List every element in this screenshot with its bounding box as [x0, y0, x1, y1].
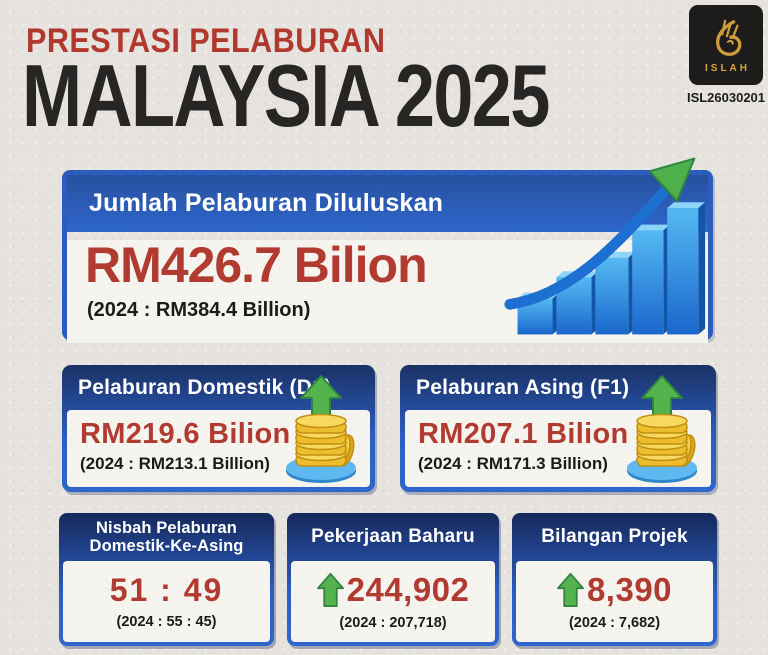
bar-chart-growth-icon — [504, 157, 706, 335]
islah-logo: ISLAH — [689, 5, 763, 85]
green-up-arrow-icon — [316, 572, 344, 607]
page-title: MALAYSIA 2025 — [22, 46, 550, 145]
total-investment-card-header: Jumlah Pelaburan Diluluskan — [67, 175, 708, 232]
domestic-investment-card: Pelaburan Domestik (D1) RM219.6 Bilion (… — [62, 365, 375, 492]
total-investment-value: RM426.7 Bilion — [85, 237, 428, 293]
foreign-investment-value: RM207.1 Bilion — [418, 418, 629, 450]
ratio-card: Nisbah Pelaburan Domestik-Ke-Asing 51 : … — [59, 513, 274, 646]
domestic-investment-previous: (2024 : RM213.1 Billion) — [80, 454, 270, 474]
coin-stack-icon — [627, 375, 697, 483]
total-investment-card-body: RM426.7 Bilion (2024 : RM384.4 Billion) — [67, 157, 708, 343]
project-count-card-header: Bilangan Projek — [512, 513, 717, 561]
foreign-investment-card: Pelaburan Asing (F1) RM207.1 Bilion (202… — [400, 365, 716, 492]
ratio-value: 51 : 49 — [109, 571, 224, 608]
new-jobs-card: Pekerjaan Baharu 244,902 (2024 : 207,718… — [287, 513, 499, 646]
foreign-investment-previous: (2024 : RM171.3 Billion) — [418, 454, 608, 474]
project-count-card-body: 8,390 (2024 : 7,682) — [516, 561, 713, 642]
ratio-card-header-line1: Nisbah Pelaburan — [96, 518, 237, 537]
new-jobs-card-body: 244,902 (2024 : 207,718) — [291, 561, 495, 642]
foreign-investment-card-header: Pelaburan Asing (F1) — [416, 375, 630, 399]
new-jobs-value: 244,902 — [346, 571, 470, 608]
islah-calligraphy-icon — [716, 19, 742, 56]
logo-code: ISL26030201 — [686, 90, 766, 105]
logo-label: ISLAH — [705, 62, 750, 74]
new-jobs-card-header: Pekerjaan Baharu — [287, 513, 499, 561]
page-kicker: PRESTASI PELABURAN — [26, 22, 386, 60]
total-investment-previous: (2024 : RM384.4 Billion) — [87, 299, 311, 321]
new-jobs-card-title: Pekerjaan Baharu — [311, 526, 475, 548]
project-count-previous: (2024 : 7,682) — [568, 614, 661, 631]
new-jobs-previous: (2024 : 207,718) — [339, 614, 447, 631]
ratio-card-header-line2: Domestik-Ke-Asing — [89, 537, 244, 555]
project-count-value: 8,390 — [586, 571, 673, 608]
project-count-card: Bilangan Projek 8,390 (2024 : 7,682) — [512, 513, 717, 646]
ratio-card-body: 51 : 49 (2024 : 55 : 45) — [63, 561, 270, 642]
ratio-previous: (2024 : 55 : 45) — [116, 613, 217, 630]
total-investment-card: Jumlah Pelaburan Diluluskan RM426.7 Bili… — [62, 157, 713, 343]
project-count-card-title: Bilangan Projek — [541, 526, 688, 548]
domestic-investment-value: RM219.6 Bilion — [80, 418, 291, 450]
ratio-card-header: Nisbah Pelaburan Domestik-Ke-Asing — [59, 513, 274, 561]
domestic-investment-card-header: Pelaburan Domestik (D1) — [78, 375, 332, 399]
green-up-arrow-icon — [557, 572, 584, 607]
coin-stack-icon — [286, 375, 356, 483]
